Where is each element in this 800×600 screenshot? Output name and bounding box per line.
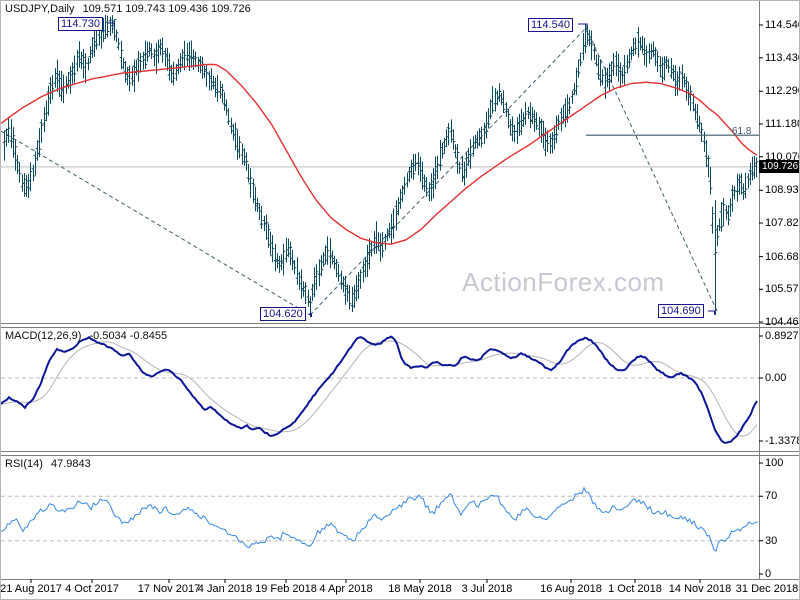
date-axis-tick-label: 14 Nov 2018 [668,583,732,595]
rsi-line[interactable] [1,486,758,552]
panel-frame [1,1,799,580]
price-label-114730[interactable]: 114.730 [58,17,103,31]
macd-main-line[interactable] [1,335,758,444]
rsi-header: RSI(14) 47.9843 [5,458,91,470]
label-connector-high2 [578,23,588,28]
date-axis-tick-label: 18 May 2018 [388,583,452,595]
macd-axis-tick-label: -1.3378 [765,435,800,447]
price-label-114540[interactable]: 114.540 [528,18,573,32]
macd-signal-line[interactable] [1,340,758,437]
price-axis-tick-label: 114.540 [765,19,799,31]
price-axis-tick-label: 112.290 [765,85,799,98]
macd-header: MACD(12,26,9) -0.5034 -0.8455 [5,330,167,342]
rsi-axis-tick-label: 30 [765,534,778,547]
price-axis-tick-label: 104.460 [765,316,799,328]
label-connector-low2 [708,310,715,315]
price-bars-series[interactable] [2,14,759,318]
fib-level-label[interactable]: 61.8 [732,126,752,137]
date-axis-tick-label: 31 Dec 2018 [735,583,799,595]
date-axis-tick-label: 3 Jul 2018 [461,583,513,595]
price-axis-tick-label: 110.070 [765,150,799,163]
macd-axis-tick-label: 0.8927 [765,330,799,342]
price-axis-tick-label: 111.180 [765,118,800,130]
price-label-104690[interactable]: 104.690 [658,304,704,318]
price-axis-tick-label: 113.430 [765,51,799,64]
macd-values: -0.5034 -0.8455 [89,330,168,342]
date-axis-tick-label: 16 Aug 2018 [540,583,602,595]
date-axis-tick-label: 19 Feb 2018 [255,583,317,595]
moving-average-line[interactable] [1,63,758,245]
label-connector-high1 [108,22,115,27]
date-axis-tick-label: 4 Apr 2018 [319,583,373,595]
symbol-timeframe-label: USDJPY,Daily [5,3,75,15]
rsi-axis-tick-label: 70 [765,490,778,503]
price-axis-tick-label: 105.570 [765,283,799,296]
chart-header: USDJPY,Daily 109.571 109.743 109.436 109… [5,3,251,15]
trendline-2[interactable] [309,27,587,316]
price-axis-tick-label: 108.930 [765,184,799,197]
date-axis-tick-label: 21 Aug 2017 [0,583,62,595]
macd-axis-tick-label: 0.00 [765,372,787,385]
watermark: ActionForex.com [462,267,665,297]
date-axis-tick-label: 17 Nov 2017 [137,583,201,595]
rsi-axis-tick-label: 100 [765,457,784,469]
axis-ticks [30,24,763,583]
date-axis-tick-label: 4 Jan 2018 [197,583,253,595]
rsi-indicator-label: RSI(14) [5,458,43,470]
date-axis-tick-label: 4 Oct 2017 [65,583,119,595]
last-price-flag: 109.726 [759,160,799,173]
price-label-104620[interactable]: 104.620 [260,307,306,321]
macd-indicator-label: MACD(12,26,9) [5,330,82,342]
ohlc-readout: 109.571 109.743 109.436 109.726 [82,3,251,15]
price-axis-tick-label: 107.820 [765,217,799,229]
rsi-value: 47.9843 [50,458,91,470]
label-connector-low1 [309,313,312,317]
rsi-axis-tick-label: 0 [765,568,772,580]
date-axis-tick-label: 1 Oct 2018 [608,583,662,595]
trendline-1[interactable] [1,130,311,316]
price-axis-tick-label: 106.680 [765,250,799,263]
